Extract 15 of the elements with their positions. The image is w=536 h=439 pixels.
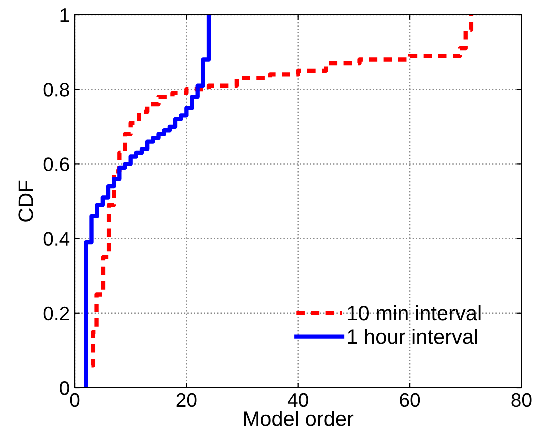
x-tick-label: 60: [400, 393, 420, 408]
x-axis-title: Model order: [244, 410, 354, 426]
y-tick-label: 0.2: [44, 306, 70, 321]
y-tick-label: 1: [60, 8, 70, 22]
y-tick-label: 0.8: [44, 83, 70, 97]
legend-label: 10 min interval: [348, 305, 481, 321]
y-tick-label: 0.4: [44, 232, 70, 246]
x-tick-label: 80: [512, 393, 532, 408]
x-tick-label: 0: [70, 393, 80, 408]
x-tick-label: 40: [288, 393, 308, 408]
legend-label: 1 hour interval: [348, 328, 478, 344]
y-tick-label: 0: [60, 381, 70, 396]
y-axis-title: CDF: [18, 180, 34, 222]
y-tick-label: 0.6: [44, 158, 70, 172]
x-tick-label: 20: [176, 393, 197, 408]
